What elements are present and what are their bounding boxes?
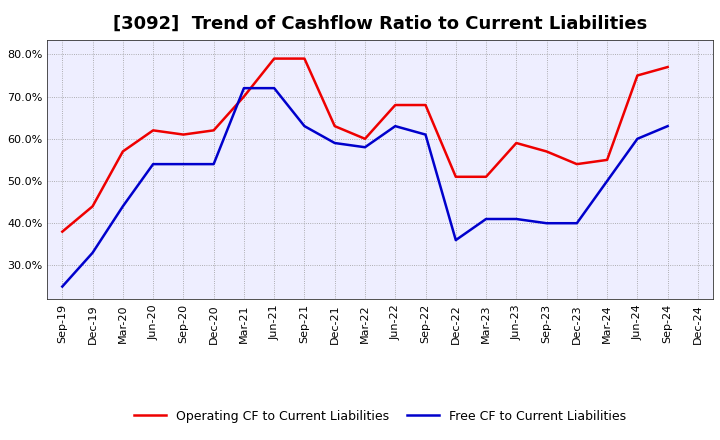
Operating CF to Current Liabilities [58, 229, 67, 235]
Free CF to Current Liabilities [512, 216, 521, 222]
Free CF to Current Liabilities [58, 284, 67, 289]
Free CF to Current Liabilities [179, 161, 188, 167]
Operating CF to Current Liabilities [603, 157, 611, 162]
Free CF to Current Liabilities [542, 220, 551, 226]
Operating CF to Current Liabilities [119, 149, 127, 154]
Operating CF to Current Liabilities [179, 132, 188, 137]
Operating CF to Current Liabilities [572, 161, 581, 167]
Operating CF to Current Liabilities [240, 94, 248, 99]
Title: [3092]  Trend of Cashflow Ratio to Current Liabilities: [3092] Trend of Cashflow Ratio to Curren… [113, 15, 647, 33]
Free CF to Current Liabilities [210, 161, 218, 167]
Free CF to Current Liabilities [451, 238, 460, 243]
Line: Free CF to Current Liabilities: Free CF to Current Liabilities [63, 88, 667, 286]
Free CF to Current Liabilities [421, 132, 430, 137]
Free CF to Current Liabilities [149, 161, 158, 167]
Operating CF to Current Liabilities [512, 140, 521, 146]
Operating CF to Current Liabilities [633, 73, 642, 78]
Operating CF to Current Liabilities [89, 204, 97, 209]
Free CF to Current Liabilities [119, 204, 127, 209]
Operating CF to Current Liabilities [391, 103, 400, 108]
Free CF to Current Liabilities [572, 220, 581, 226]
Operating CF to Current Liabilities [300, 56, 309, 61]
Free CF to Current Liabilities [482, 216, 490, 222]
Legend: Operating CF to Current Liabilities, Free CF to Current Liabilities: Operating CF to Current Liabilities, Fre… [130, 405, 631, 428]
Free CF to Current Liabilities [300, 124, 309, 129]
Free CF to Current Liabilities [330, 140, 339, 146]
Free CF to Current Liabilities [391, 124, 400, 129]
Free CF to Current Liabilities [270, 85, 279, 91]
Free CF to Current Liabilities [361, 145, 369, 150]
Operating CF to Current Liabilities [361, 136, 369, 141]
Operating CF to Current Liabilities [270, 56, 279, 61]
Free CF to Current Liabilities [240, 85, 248, 91]
Operating CF to Current Liabilities [542, 149, 551, 154]
Operating CF to Current Liabilities [149, 128, 158, 133]
Operating CF to Current Liabilities [663, 64, 672, 70]
Operating CF to Current Liabilities [421, 103, 430, 108]
Free CF to Current Liabilities [89, 250, 97, 255]
Operating CF to Current Liabilities [210, 128, 218, 133]
Free CF to Current Liabilities [633, 136, 642, 141]
Free CF to Current Liabilities [603, 178, 611, 183]
Operating CF to Current Liabilities [330, 124, 339, 129]
Free CF to Current Liabilities [663, 124, 672, 129]
Operating CF to Current Liabilities [451, 174, 460, 180]
Line: Operating CF to Current Liabilities: Operating CF to Current Liabilities [63, 59, 667, 232]
Operating CF to Current Liabilities [482, 174, 490, 180]
